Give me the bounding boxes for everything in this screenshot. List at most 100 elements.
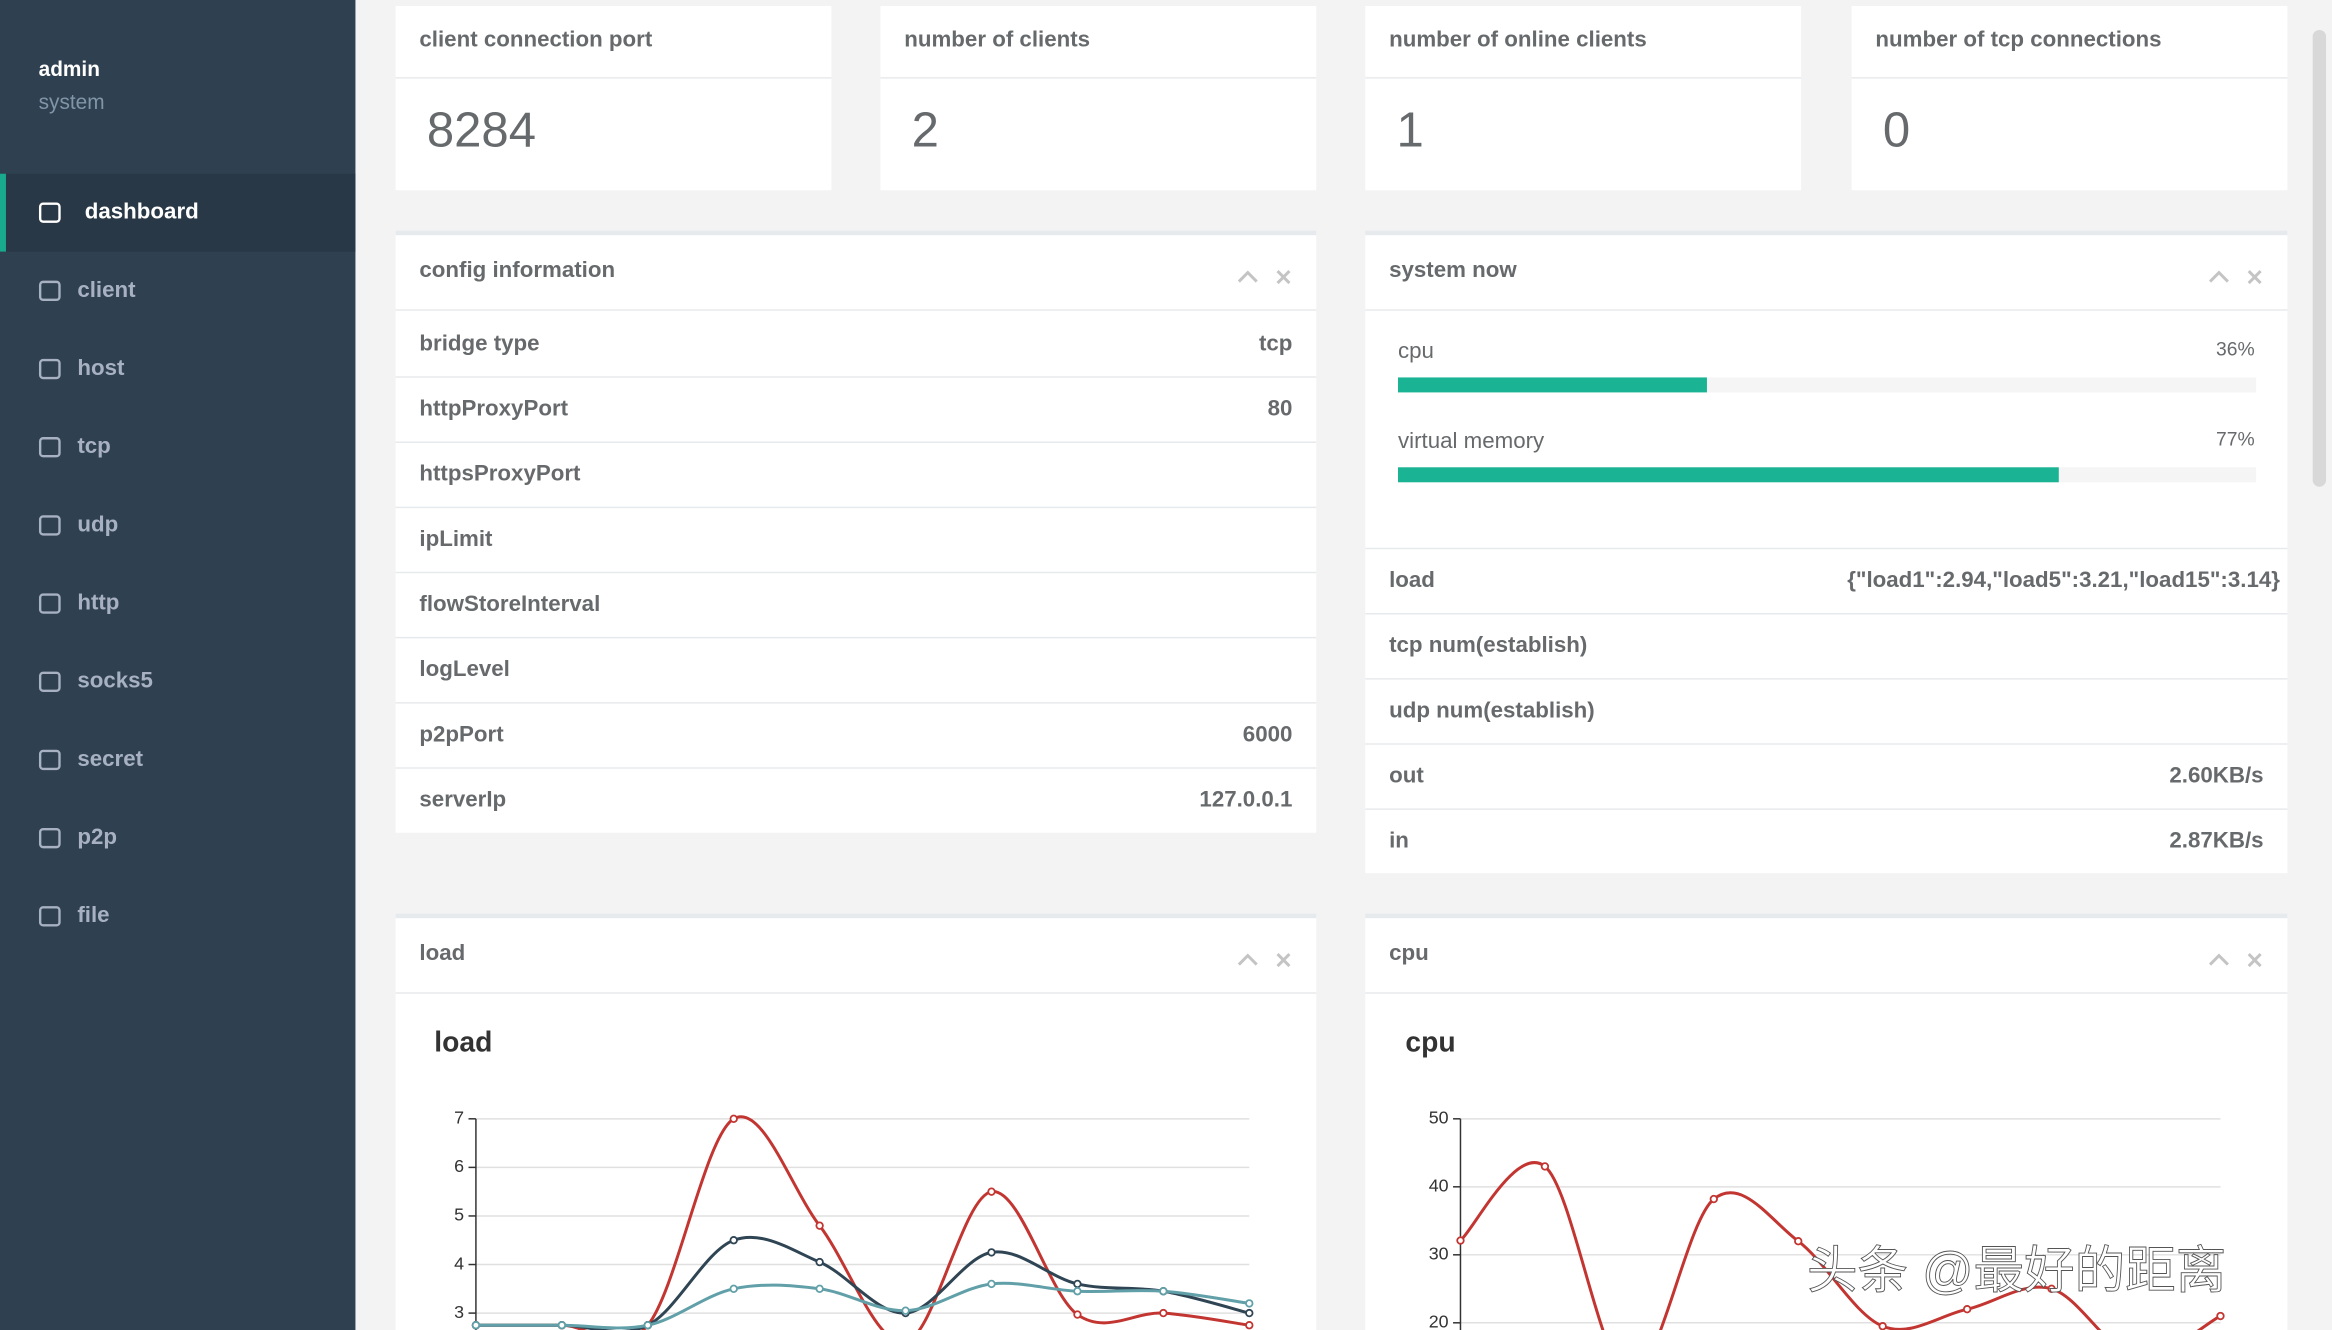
series-line xyxy=(475,1115,1250,1330)
stat-value: 0 xyxy=(1883,102,1910,157)
menu-icon xyxy=(38,437,61,458)
data-point xyxy=(729,1284,738,1294)
progress-label: cpu xyxy=(1398,338,1434,363)
data-point xyxy=(815,1257,824,1267)
system-label: udp num(establish) xyxy=(1389,697,1595,722)
stat-label: number of tcp connections xyxy=(1875,26,2161,51)
config-panel xyxy=(395,235,1317,833)
progress-bar xyxy=(1398,467,2059,483)
close-button[interactable] xyxy=(2247,953,2262,968)
menu-item[interactable]: secret xyxy=(77,746,143,771)
system-label: out xyxy=(1389,762,1424,787)
config-label: bridge type xyxy=(419,330,539,355)
data-point xyxy=(1456,1236,1465,1245)
data-point xyxy=(2047,1284,2056,1294)
stat-label: client connection port xyxy=(419,26,652,51)
y-tick-label: 5 xyxy=(454,1205,464,1225)
data-point xyxy=(2216,1311,2225,1321)
menu-icon xyxy=(38,906,61,927)
data-point xyxy=(1794,1237,1803,1246)
data-point xyxy=(987,1279,996,1289)
collapse-button[interactable] xyxy=(1237,953,1258,966)
menu-icon xyxy=(38,593,61,614)
system-value: {"load1":2.94,"load5":3.21,"load15":3.14… xyxy=(1847,567,2280,592)
y-tick-label: 20 xyxy=(1429,1312,1449,1330)
menu-item[interactable]: tcp xyxy=(77,433,110,458)
chart-title: cpu xyxy=(1405,1026,1455,1058)
menu-item[interactable]: client xyxy=(77,277,136,302)
y-tick-label: 50 xyxy=(1429,1108,1449,1128)
data-point xyxy=(1073,1279,1082,1289)
panel-title: config information xyxy=(419,257,615,282)
panel-top-border xyxy=(395,913,1317,919)
menu-item[interactable]: http xyxy=(77,589,119,614)
data-point xyxy=(1709,1194,1718,1204)
close-button[interactable] xyxy=(1276,953,1291,968)
data-point xyxy=(729,1236,738,1245)
panel-top-border xyxy=(1365,230,2288,236)
data-point xyxy=(1159,1287,1168,1296)
system-label: load xyxy=(1389,567,1435,592)
scrollbar[interactable] xyxy=(2312,29,2327,487)
data-point xyxy=(471,1321,481,1330)
series-line xyxy=(475,1281,1250,1330)
menu-icon xyxy=(38,749,61,771)
y-tick-label: 3 xyxy=(454,1302,464,1322)
panel-title: system now xyxy=(1389,257,1517,282)
stat-value: 1 xyxy=(1397,102,1424,157)
system-value: 2.60KB/s xyxy=(2169,762,2263,787)
menu-icon xyxy=(38,202,61,223)
y-tick-label: 40 xyxy=(1429,1176,1449,1196)
menu-icon xyxy=(38,358,61,380)
data-point xyxy=(1159,1308,1168,1318)
collapse-button[interactable] xyxy=(1237,270,1258,283)
menu-item[interactable]: socks5 xyxy=(77,668,153,693)
config-label: ipLimit xyxy=(419,526,493,551)
config-label: serverIp xyxy=(419,786,506,811)
y-tick-label: 30 xyxy=(1429,1244,1449,1264)
stat-value: 8284 xyxy=(427,102,536,157)
data-point xyxy=(1962,1305,1972,1314)
data-point xyxy=(1878,1322,1887,1330)
stat-label: number of online clients xyxy=(1389,26,1647,51)
menu-active-bar xyxy=(0,173,6,252)
menu-item[interactable]: host xyxy=(77,355,125,380)
y-tick-label: 6 xyxy=(454,1156,464,1176)
stat-label: number of clients xyxy=(904,26,1090,51)
close-button[interactable] xyxy=(2247,270,2262,285)
config-label: flowStoreInterval xyxy=(419,591,600,616)
stat-card xyxy=(1851,5,2288,191)
menu-item[interactable]: udp xyxy=(77,511,118,536)
collapse-button[interactable] xyxy=(2208,270,2229,283)
stat-card xyxy=(395,5,832,191)
data-point xyxy=(987,1187,996,1196)
panel-top-border xyxy=(1365,913,2288,919)
config-value: 6000 xyxy=(1243,721,1293,746)
config-value: 127.0.0.1 xyxy=(1199,786,1292,811)
y-tick-label: 7 xyxy=(454,1108,464,1128)
data-point xyxy=(815,1284,824,1294)
menu-item[interactable]: p2p xyxy=(77,824,117,849)
data-point xyxy=(557,1321,567,1330)
series-line xyxy=(475,1235,1250,1330)
data-point xyxy=(1245,1299,1254,1308)
config-label: logLevel xyxy=(419,656,509,681)
data-point xyxy=(1540,1162,1550,1171)
config-label: httpProxyPort xyxy=(419,395,568,420)
collapse-button[interactable] xyxy=(2208,953,2229,966)
menu-item[interactable]: file xyxy=(77,902,109,927)
config-value: tcp xyxy=(1259,330,1292,355)
panel-title: cpu xyxy=(1389,940,1429,965)
stat-value: 2 xyxy=(912,102,939,157)
progress-label: virtual memory xyxy=(1398,428,1545,453)
menu-item[interactable]: dashboard xyxy=(85,199,199,224)
data-point xyxy=(815,1221,824,1230)
data-point xyxy=(1245,1321,1254,1330)
data-point xyxy=(987,1248,996,1257)
system-label: tcp num(establish) xyxy=(1389,632,1587,657)
progress-value: 36% xyxy=(2216,339,2255,361)
panel-title: load xyxy=(419,940,465,965)
close-button[interactable] xyxy=(1276,270,1291,285)
system-panel xyxy=(1365,235,2288,874)
data-point xyxy=(729,1114,738,1124)
